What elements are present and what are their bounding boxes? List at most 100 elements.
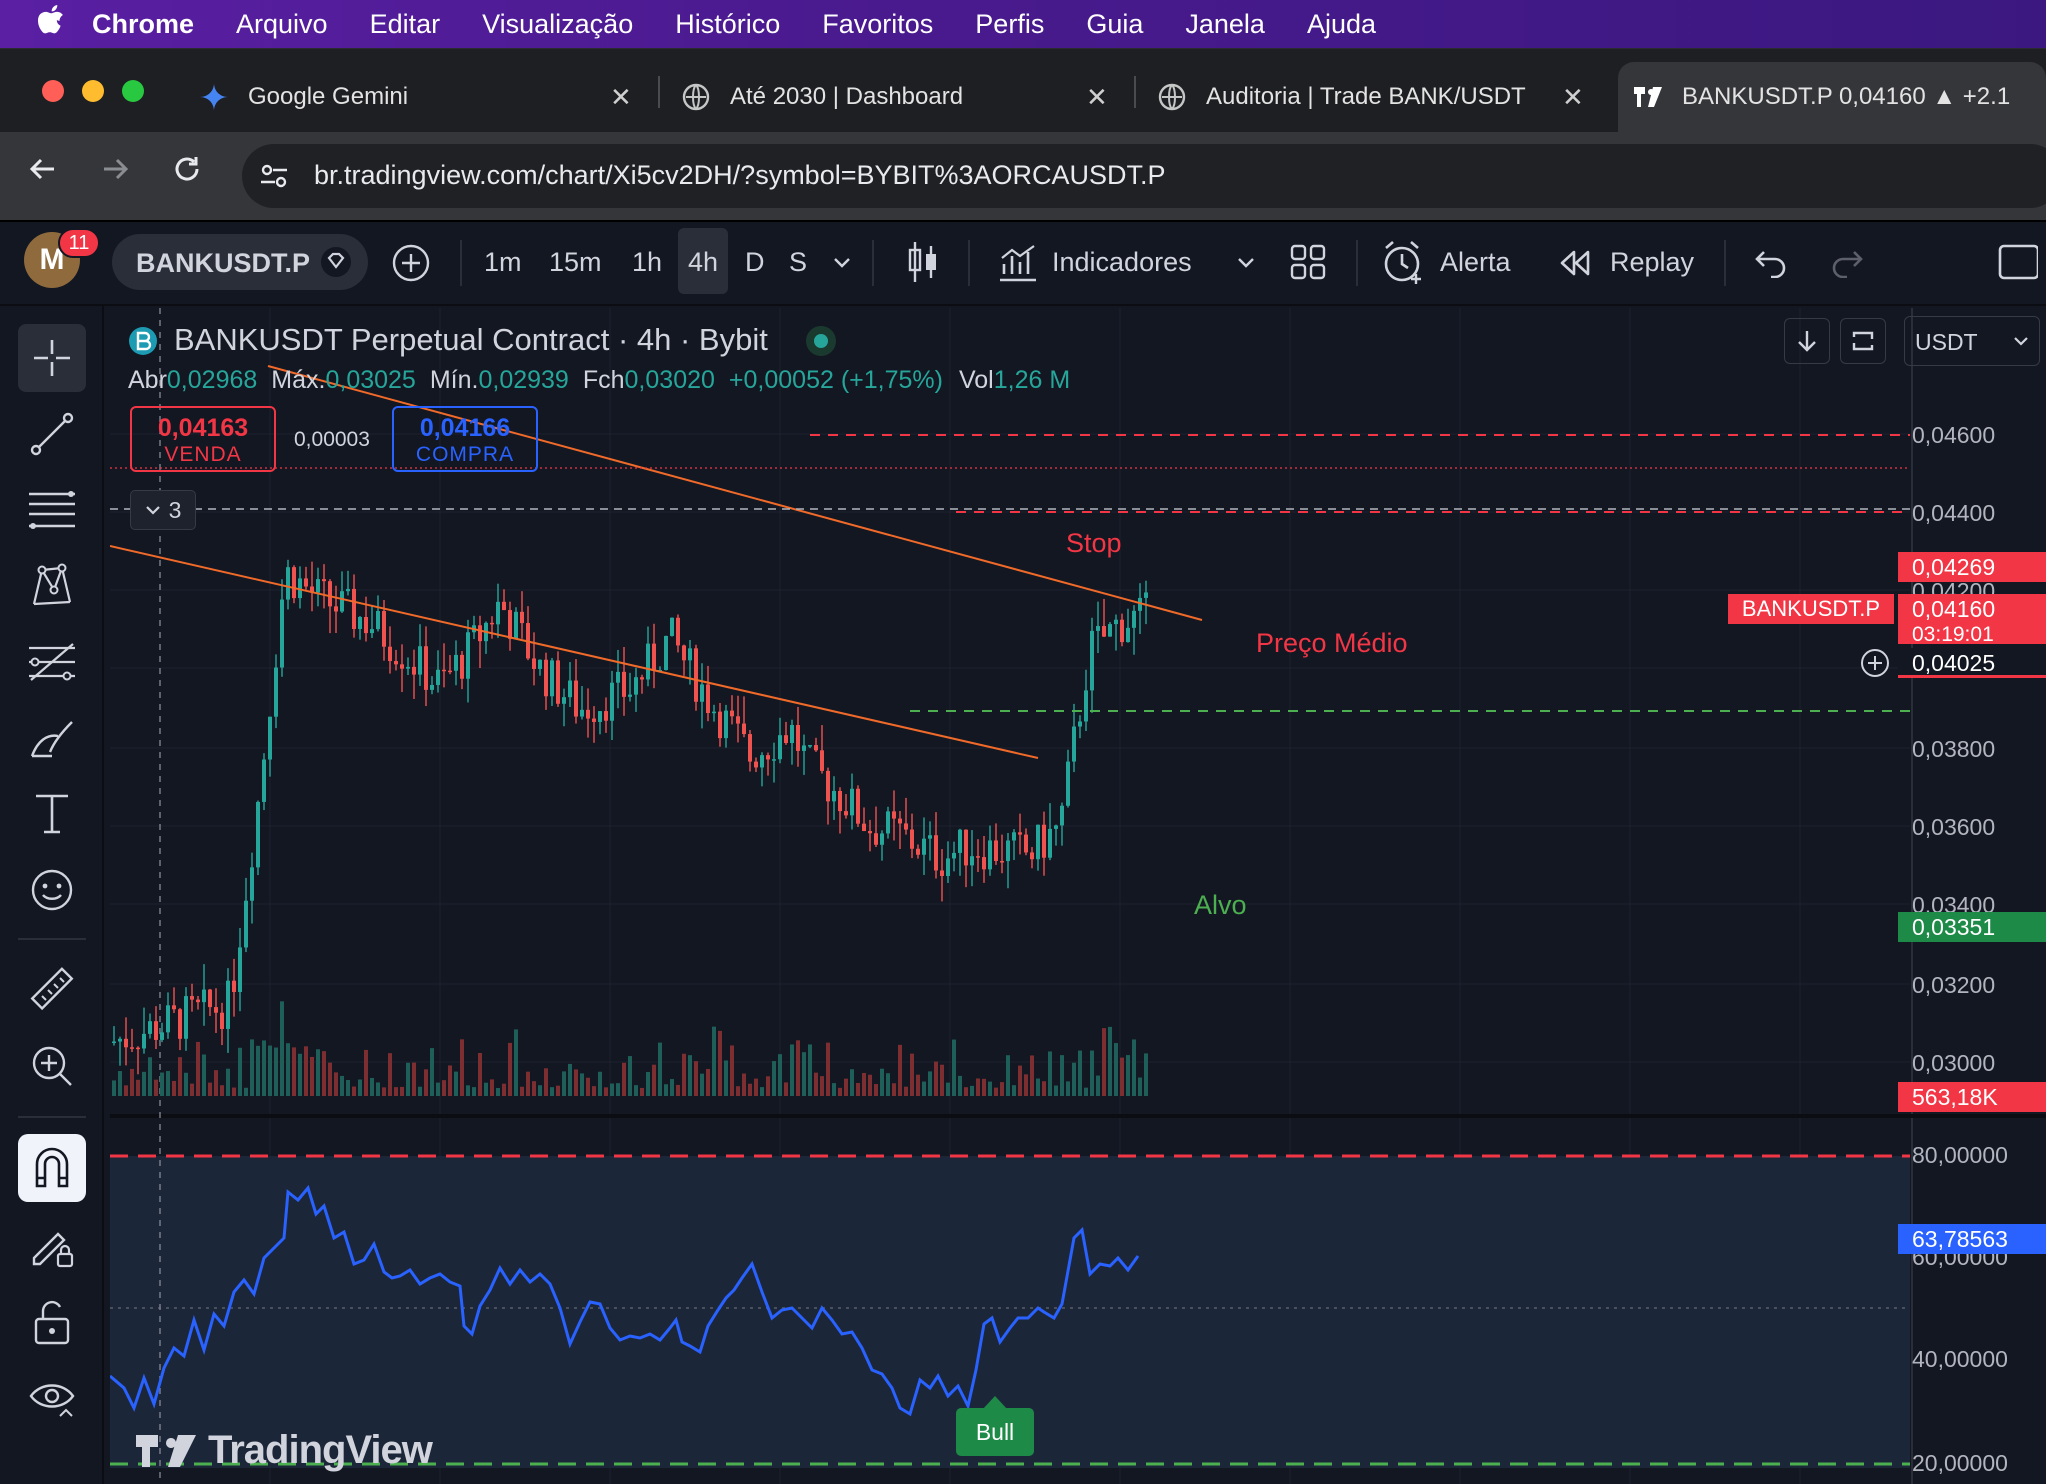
trend-line-tool[interactable] (18, 400, 86, 468)
hide-drawings-tool[interactable] (18, 1364, 86, 1432)
interval-4h[interactable]: 4h (688, 247, 719, 277)
layouts-grid-icon[interactable] (1290, 244, 1326, 285)
magnet-tool[interactable] (18, 1134, 86, 1202)
reset-chart-button[interactable] (1840, 318, 1886, 364)
buy-button[interactable]: 0,04166 COMPRA (392, 406, 538, 472)
stay-in-drawing-mode-tool[interactable] (18, 1212, 86, 1280)
back-icon[interactable] (28, 154, 58, 193)
average-price-annotation[interactable]: Preço Médio (1256, 628, 1408, 658)
chart-title[interactable]: BANKUSDT Perpetual Contract · 4h · Bybit (174, 322, 768, 357)
tab-bankusdt-chart[interactable]: BANKUSDT.P 0,04160 ▲ +2.1 (1618, 62, 2046, 132)
target-price-label[interactable]: 0,03351 (1898, 912, 2046, 942)
target-annotation[interactable]: Alvo (1194, 890, 1247, 920)
crosshair-tool[interactable] (18, 324, 86, 392)
undo-icon[interactable] (1754, 248, 1788, 283)
interval-1m[interactable]: 1m (484, 247, 522, 277)
average-price-label[interactable]: 0,04025 (1898, 648, 2046, 678)
menu-ajuda[interactable]: Ajuda (1306, 8, 1377, 39)
window-zoom-button[interactable] (122, 80, 144, 102)
last-price-label[interactable]: 0,04160 03:19:01 (1898, 594, 2046, 644)
indicators-button[interactable]: Indicadores (1052, 247, 1192, 277)
replay-icon[interactable] (1558, 248, 1592, 283)
candle-body (1036, 824, 1040, 860)
close-icon[interactable]: ✕ (610, 81, 632, 112)
interval-s[interactable]: S (789, 247, 808, 277)
add-order-plus-icon[interactable] (1860, 648, 1890, 683)
forecasting-tool[interactable] (18, 628, 86, 696)
reload-icon[interactable] (172, 154, 202, 193)
tab-auditoria-trade[interactable]: Auditoria | Trade BANK/USDT ✕ (1158, 62, 1588, 132)
candle-body (652, 643, 656, 671)
bull-signal-label[interactable]: Bull (956, 1408, 1034, 1456)
fib-retracement-tool[interactable] (18, 476, 86, 544)
lock-drawings-tool[interactable] (18, 1288, 86, 1356)
emoji-tool[interactable] (18, 856, 86, 924)
brush-tool[interactable] (18, 704, 86, 772)
candle-body (934, 835, 938, 871)
volume-bar (652, 1064, 656, 1096)
volume-bar (154, 1079, 158, 1096)
candle-body (586, 709, 590, 719)
menu-perfis[interactable]: Perfis (975, 8, 1045, 39)
candle-body (988, 840, 992, 870)
stop-annotation[interactable]: Stop (1066, 528, 1122, 558)
pattern-tool[interactable] (18, 552, 86, 620)
apple-menu-icon[interactable] (38, 5, 92, 43)
candle-body (220, 1012, 224, 1029)
volume-bar (118, 1071, 122, 1096)
redo-icon[interactable] (1830, 248, 1864, 283)
indicators-icon[interactable] (998, 244, 1038, 287)
menu-historico[interactable]: Histórico (675, 8, 781, 39)
price-chart[interactable] (110, 308, 2046, 1484)
tab-google-gemini[interactable]: Google Gemini ✕ (200, 62, 640, 132)
close-icon[interactable]: ✕ (1086, 81, 1108, 112)
symbol-search-button[interactable]: BANKUSDT.P (112, 234, 368, 290)
menu-chrome[interactable]: Chrome (92, 8, 195, 39)
fullscreen-icon[interactable] (1998, 244, 2040, 285)
currency-select[interactable]: USDT (1904, 316, 2040, 366)
chevron-down-icon[interactable] (1236, 254, 1256, 275)
compare-symbol-plus-icon[interactable] (392, 244, 430, 287)
volume-bar (1120, 1057, 1124, 1096)
candle-body (946, 858, 950, 876)
candles-chart-type-icon[interactable] (906, 240, 940, 289)
volume-label[interactable]: 563,18K (1898, 1082, 2046, 1112)
interval-d[interactable]: D (745, 247, 765, 277)
rsi-value-label[interactable]: 63,78563 (1898, 1224, 2046, 1254)
toolbar-divider (460, 240, 462, 286)
volume-label: Vol (958, 366, 994, 394)
interval-1h[interactable]: 1h (632, 247, 663, 277)
forward-icon[interactable] (100, 154, 130, 193)
replay-button[interactable]: Replay (1610, 247, 1695, 277)
tab-ate-2030-dashboard[interactable]: Até 2030 | Dashboard ✕ (682, 62, 1112, 132)
menu-editar[interactable]: Editar (369, 8, 441, 39)
window-minimize-button[interactable] (82, 80, 104, 102)
volume-bar (562, 1071, 566, 1096)
alarm-clock-icon[interactable] (1382, 240, 1424, 289)
candle-body (1126, 627, 1130, 643)
menu-janela[interactable]: Janela (1185, 8, 1265, 39)
chevron-down-icon[interactable] (832, 254, 852, 275)
diamond-icon[interactable] (320, 246, 352, 283)
zoom-tool[interactable] (18, 1032, 86, 1100)
address-bar[interactable] (242, 144, 2046, 208)
alert-button[interactable]: Alerta (1440, 247, 1511, 277)
candle-body (724, 710, 728, 739)
window-close-button[interactable] (42, 80, 64, 102)
menu-guia[interactable]: Guia (1086, 8, 1144, 39)
volume-bar (880, 1068, 884, 1096)
url-text[interactable]: br.tradingview.com/chart/Xi5cv2DH/?symbo… (314, 160, 1166, 190)
indicators-collapse-toggle[interactable]: 3 (130, 490, 196, 530)
interval-15m[interactable]: 15m (549, 247, 602, 277)
menu-favoritos[interactable]: Favoritos (822, 8, 934, 39)
menu-arquivo[interactable]: Arquivo (236, 8, 328, 39)
stop-price-label[interactable]: 0,04269 (1898, 552, 2046, 582)
close-icon[interactable]: ✕ (1562, 81, 1584, 112)
volume-bar (724, 1060, 728, 1096)
ruler-tool[interactable] (18, 956, 86, 1024)
scroll-to-realtime-button[interactable] (1784, 318, 1830, 364)
sell-button[interactable]: 0,04163 VENDA (130, 406, 276, 472)
site-settings-icon[interactable] (258, 160, 290, 197)
menu-visualizacao[interactable]: Visualização (482, 8, 634, 39)
text-tool[interactable] (18, 780, 86, 848)
